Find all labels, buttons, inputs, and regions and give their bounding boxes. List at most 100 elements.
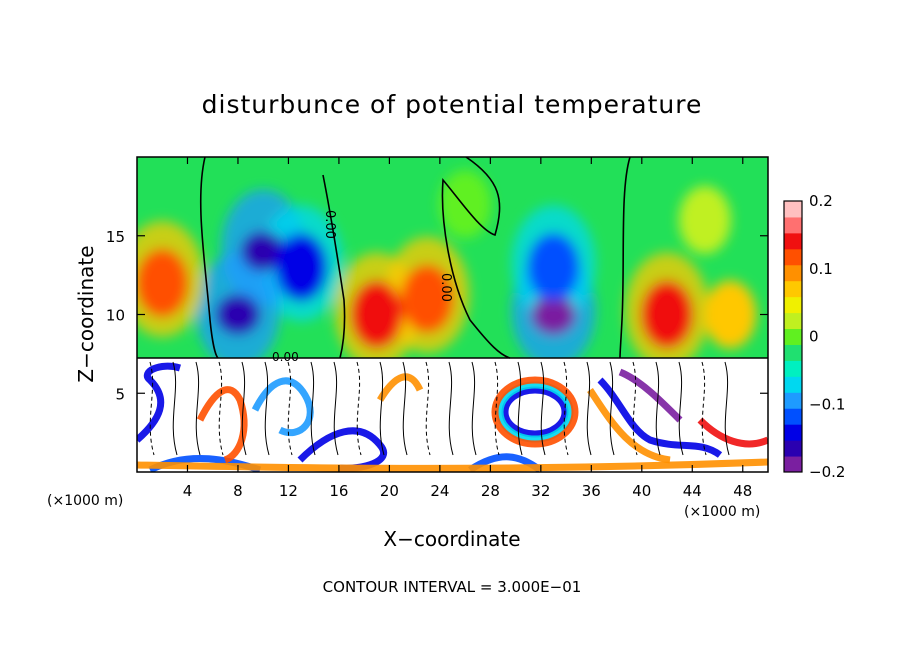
x-tick-label-40: 40 (632, 482, 651, 500)
lower-region-contours (137, 361, 768, 472)
field-blobs (137, 170, 757, 369)
lower-band-12 (697, 417, 768, 448)
contour-interval-footer: CONTOUR INTERVAL = 3.000E−01 (323, 578, 582, 596)
lower-contour-line-11 (402, 361, 408, 456)
lower-contour-line-20 (609, 361, 615, 456)
lower-contour-line-8 (333, 361, 339, 456)
x-tick-label-28: 28 (481, 482, 500, 500)
chart-title: disturbunce of potential temperature (202, 90, 703, 119)
lower-contour-line-14 (471, 361, 477, 456)
lower-contour-line-16 (517, 361, 523, 456)
x-tick-label-44: 44 (683, 482, 702, 500)
lower-band-13 (137, 458, 768, 472)
x-axis-label: X−coordinate (383, 527, 520, 551)
lower-contour-line-3 (218, 361, 224, 456)
colorbar-label-3: −0.1 (809, 395, 845, 413)
lower-band-8 (496, 381, 574, 443)
colorbar-swatch-3 (784, 408, 802, 425)
y-axis: 5 10 15 (106, 228, 768, 403)
zero-contour-1 (322, 174, 346, 359)
lower-band-14 (618, 368, 683, 423)
colorbar-swatch-7 (784, 344, 802, 361)
contour-label-1: 0.00 (322, 210, 337, 239)
colorbar-swatch-16 (784, 201, 802, 218)
colorbar: 0.2 0.1 0 −0.1 −0.2 (783, 192, 845, 481)
x-tick-label-4: 4 (183, 482, 193, 500)
colorbar-swatch-9 (784, 312, 802, 330)
colorbar-swatch-12 (784, 264, 802, 282)
colorbar-swatch-10 (784, 296, 802, 314)
lower-contour-line-4 (241, 361, 247, 456)
lower-band-11 (587, 388, 671, 464)
colorbar-swatch-5 (784, 376, 802, 393)
lower-band-3 (251, 377, 314, 436)
lower-band-10 (597, 377, 723, 458)
colorbar-swatch-4 (784, 392, 802, 409)
colorbar-swatch-11 (784, 280, 802, 298)
plot-area: 0.00 0.00 0.00 (137, 157, 768, 472)
field-feature-7 (527, 233, 580, 302)
colorbar-label-1: 0.1 (809, 260, 833, 278)
x-axis: 4 8 12 16 20 24 28 32 36 40 44 48 (183, 157, 752, 500)
lower-contour-line-23 (678, 361, 684, 456)
lower-contour-line-22 (655, 361, 661, 456)
colorbar-frame (783, 200, 803, 473)
y-axis-label: Z−coordinate (74, 245, 98, 382)
zero-contour-0 (199, 157, 219, 359)
x-tick-label-12: 12 (279, 482, 298, 500)
colorbar-swatch-0 (784, 456, 802, 473)
field-feature-10 (439, 170, 492, 239)
lower-contour-line-18 (563, 361, 569, 456)
x-tick-label-20: 20 (380, 482, 399, 500)
lower-contour-line-24 (701, 361, 707, 456)
colorbar-swatch-15 (784, 216, 802, 234)
lower-contour-line-12 (425, 361, 431, 456)
lower-contour-line-19 (586, 361, 592, 456)
lower-contour-line-6 (287, 361, 293, 456)
lower-contour-line-5 (264, 361, 270, 456)
colorbar-swatch-2 (784, 424, 802, 441)
lower-band-2 (196, 386, 248, 464)
x-unit-left: (×1000 m) (47, 493, 123, 509)
lower-band-9 (491, 376, 579, 448)
colorbar-label-0: 0.2 (809, 192, 833, 210)
x-tick-label-32: 32 (531, 482, 550, 500)
lower-contour-line-15 (494, 361, 500, 456)
colorbar-swatch-6 (784, 360, 802, 377)
lower-contour-line-13 (448, 361, 454, 456)
x-tick-label-24: 24 (430, 482, 449, 500)
x-tick-label-16: 16 (329, 482, 348, 500)
lower-contour-line-10 (379, 361, 385, 456)
zero-contour-3 (619, 157, 631, 359)
lower-band-0 (137, 362, 182, 443)
zero-contour-2 (441, 157, 511, 359)
colorbar-label-4: −0.2 (809, 463, 845, 481)
lower-contour-line-0 (149, 361, 155, 456)
zero-contours (137, 157, 768, 359)
x-tick-label-48: 48 (733, 482, 752, 500)
lower-contour-line-25 (724, 361, 730, 456)
field-feature-6 (531, 294, 576, 335)
field-feature-11 (678, 186, 731, 254)
colorbar-swatch-13 (784, 248, 802, 266)
lower-contour-line-9 (356, 361, 362, 456)
contour-label-3: 0.00 (272, 350, 299, 364)
field-feature-4 (401, 264, 454, 333)
contour-label-2: 0.00 (438, 273, 453, 302)
colorbar-swatch-8 (784, 328, 802, 345)
x-tick-label-36: 36 (582, 482, 601, 500)
x-tick-label-8: 8 (233, 482, 243, 500)
field-feature-2 (215, 294, 260, 335)
x-unit-right: (×1000 m) (684, 504, 760, 520)
lower-contour-line-17 (540, 361, 546, 456)
colorbar-swatch-14 (784, 232, 802, 250)
field-feature-3 (137, 249, 189, 317)
colorbar-swatch-1 (784, 440, 802, 457)
lower-contour-line-2 (195, 361, 201, 456)
lower-band-5 (376, 373, 424, 402)
lower-contour-line-7 (310, 361, 316, 456)
field-feature-1 (275, 233, 328, 302)
y-tick-label-15: 15 (106, 228, 125, 246)
field-feature-9 (704, 280, 757, 349)
